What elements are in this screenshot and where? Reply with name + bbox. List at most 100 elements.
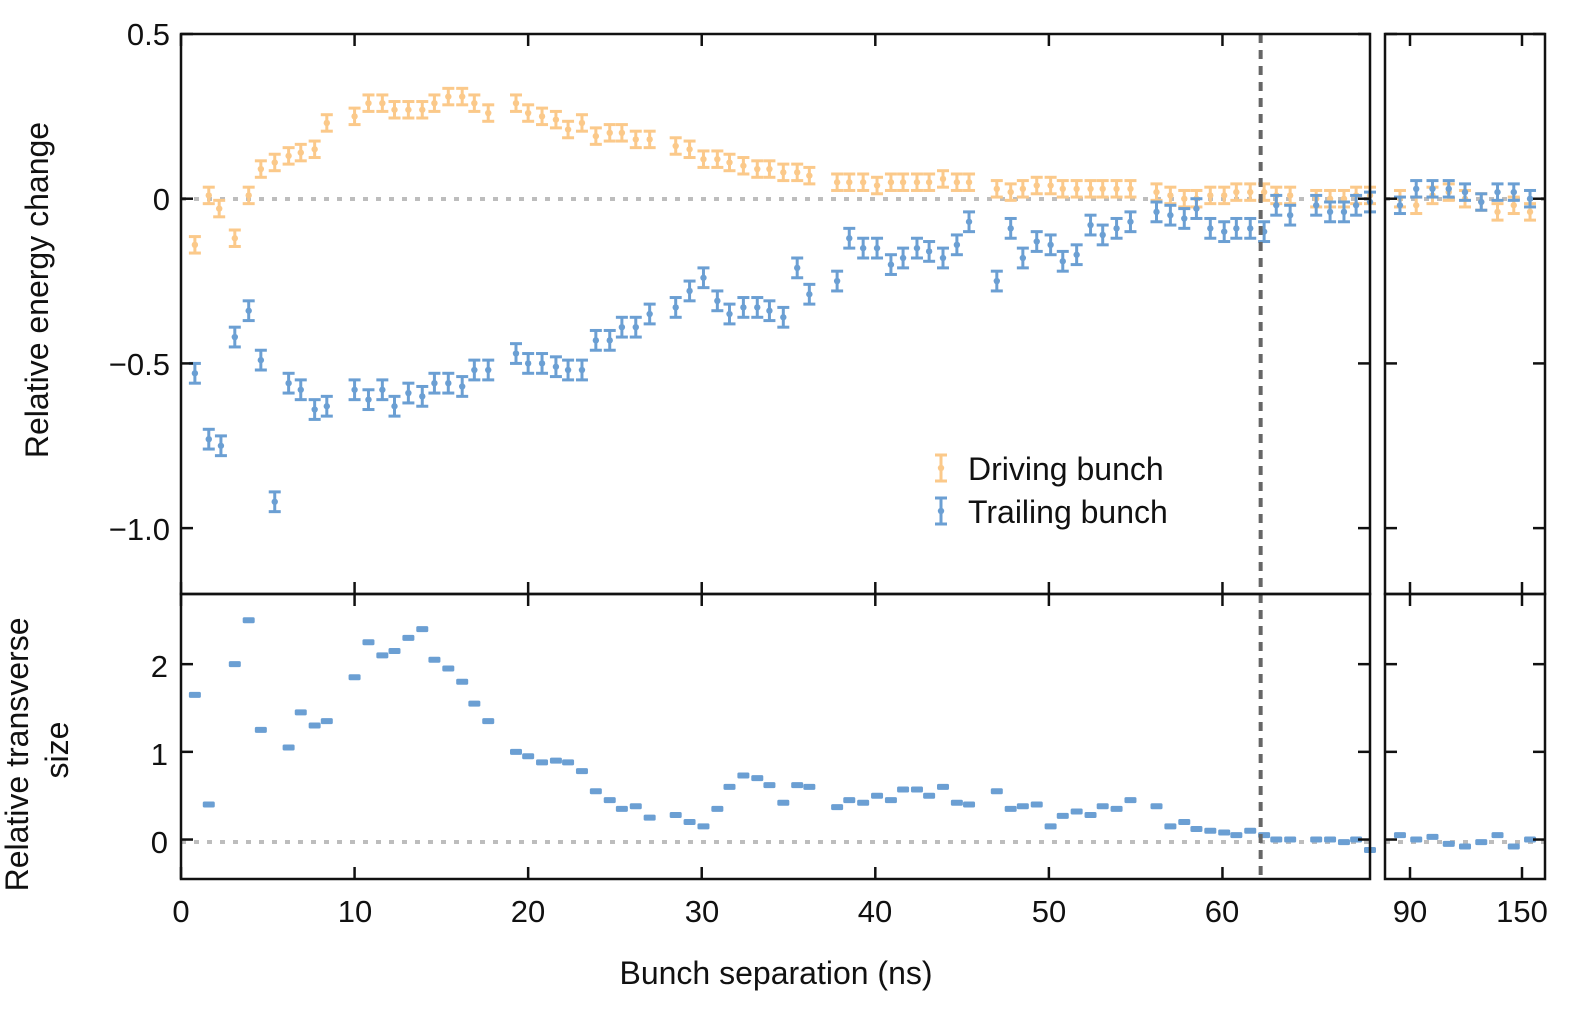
driving-point <box>763 159 776 179</box>
driving-point <box>669 136 682 156</box>
trailing-point <box>522 352 535 375</box>
x-tick-label: 60 <box>1205 894 1239 929</box>
trailing-point <box>1337 200 1350 224</box>
inset-size-point <box>1459 843 1471 850</box>
size-point <box>362 639 375 646</box>
size-point <box>1190 826 1203 833</box>
trailing-point <box>575 358 588 382</box>
driving-point <box>751 159 764 179</box>
trailing-point <box>536 352 549 375</box>
size-point <box>282 744 295 751</box>
driving-point <box>723 152 736 173</box>
trailing-point <box>1284 203 1297 227</box>
trailing-point <box>388 394 401 418</box>
trailing-point <box>1030 230 1043 253</box>
size-point <box>1056 812 1069 819</box>
driving-point <box>1230 182 1243 202</box>
driving-point <box>1204 185 1217 206</box>
inset-trailing-point <box>1442 179 1455 199</box>
trailing-point <box>1190 197 1203 220</box>
driving-point <box>268 152 281 173</box>
driving-point <box>416 100 429 120</box>
trailing-point <box>1230 216 1243 240</box>
driving-point <box>884 172 897 192</box>
y-tick-label: 2 <box>151 649 168 684</box>
trailing-point <box>1016 246 1029 270</box>
size-point <box>1044 823 1057 830</box>
size-point <box>1084 811 1097 818</box>
size-point <box>777 799 790 806</box>
driving-point <box>937 169 950 189</box>
inset-size-point <box>1507 843 1520 850</box>
bottom-y-axis-label-line1: Relative transverse <box>0 618 35 892</box>
trailing-point <box>1150 200 1163 224</box>
driving-point <box>1110 179 1123 199</box>
size-point <box>857 799 870 806</box>
driving-point <box>711 149 724 169</box>
size-point <box>1270 836 1283 843</box>
driving-point <box>683 139 696 160</box>
driving-point <box>643 129 656 150</box>
trailing-point <box>228 325 241 349</box>
legend-marker-trailing <box>935 496 947 526</box>
inset-trailing-point <box>1393 195 1406 216</box>
size-point <box>510 748 523 755</box>
driving-point <box>1284 185 1297 206</box>
driving-point <box>897 172 910 192</box>
driving-point <box>202 185 215 206</box>
size-point <box>536 759 549 766</box>
trailing-point <box>268 490 281 514</box>
trailing-point <box>763 299 776 323</box>
size-point <box>254 726 267 733</box>
driving-point <box>522 103 535 123</box>
size-point <box>843 797 856 804</box>
size-point <box>1110 805 1123 812</box>
y-tick-label: 0 <box>153 182 170 217</box>
y-tick-label: 0.5 <box>127 17 170 52</box>
size-point <box>482 718 495 725</box>
trailing-point <box>589 328 602 352</box>
trailing-point <box>937 246 950 270</box>
size-point <box>963 801 976 808</box>
legend-swatch-driving <box>935 453 947 483</box>
trailing-point <box>362 388 375 412</box>
driving-point <box>871 175 884 196</box>
trailing-point <box>871 236 884 260</box>
inset-trailing-point <box>1459 182 1471 202</box>
driving-point <box>589 126 602 146</box>
size-point <box>428 656 441 663</box>
x-tick-label: 20 <box>511 894 545 929</box>
size-point <box>202 801 215 808</box>
trailing-point <box>897 246 910 270</box>
size-point <box>923 792 936 799</box>
size-point <box>376 652 389 659</box>
size-point <box>522 753 535 760</box>
size-point <box>1337 839 1350 846</box>
top-panel-frame <box>179 32 1372 596</box>
trailing-point <box>910 236 923 260</box>
size-point <box>763 782 776 789</box>
driving-point <box>910 172 923 192</box>
trailing-point <box>751 296 764 319</box>
size-point <box>402 634 415 641</box>
driving-point <box>468 93 481 113</box>
bottom-inset-data <box>1393 832 1537 850</box>
driving-point <box>1124 179 1137 199</box>
size-point <box>711 805 724 812</box>
inset-trailing-point <box>1507 182 1520 202</box>
driving-point <box>1218 185 1231 206</box>
driving-point <box>510 93 523 113</box>
inset-trailing-point <box>1410 179 1423 199</box>
driving-point <box>320 113 333 133</box>
size-point <box>1244 827 1257 834</box>
trailing-point <box>1178 207 1191 230</box>
size-point <box>937 783 950 790</box>
trailing-point <box>857 236 870 260</box>
top-y-tick-labels: 0.5 0 −0.5 −1.0 <box>109 17 170 547</box>
trailing-point <box>282 371 295 395</box>
size-point <box>950 799 963 806</box>
size-point <box>228 661 241 668</box>
size-point <box>1016 803 1029 810</box>
trailing-point <box>456 375 469 398</box>
